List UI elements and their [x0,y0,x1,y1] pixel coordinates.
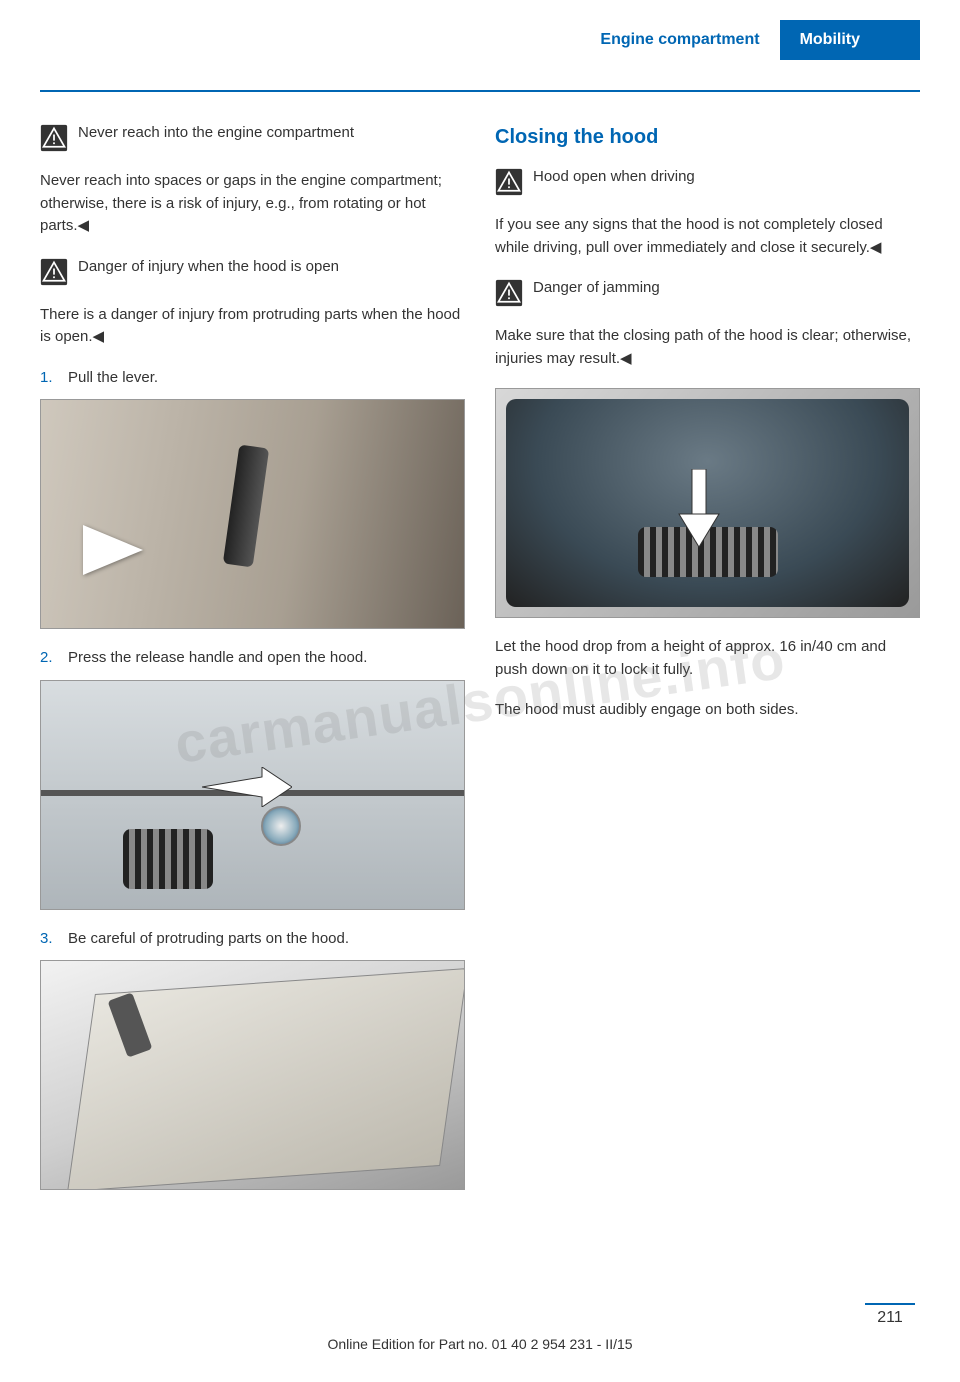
page-header: Engine compartment Mobility [40,20,920,60]
content-area: Never reach into the engine compart­ment… [0,92,960,1208]
step-3: 3. Be careful of protruding parts on the… [40,928,465,951]
warning-title: Danger of jamming [495,277,920,300]
footer-line: Online Edition for Part no. 01 40 2 954 … [0,1336,960,1352]
step-number: 2. [40,647,68,670]
warning-title: Danger of injury when the hood is open [40,256,465,279]
warning-icon [495,168,523,196]
step-number: 1. [40,367,68,390]
arrow-down-icon [674,469,724,554]
page-number: 211 [865,1303,915,1327]
closing-hood-heading: Closing the hood [495,122,920,152]
header-section-name: Engine compartment [580,20,779,60]
warning-icon [495,279,523,307]
right-column: Closing the hood Hood open when driving … [495,122,920,1208]
warning-body: There is a danger of injury from protrud… [40,304,465,349]
figure-close-hood [495,388,920,618]
step-text: Pull the lever. [68,367,465,390]
warning-hood-driving: Hood open when driving [495,166,920,196]
warning-icon [40,258,68,286]
warning-hood-open: Danger of injury when the hood is open [40,256,465,286]
step-text: Press the release handle and open the ho… [68,647,465,670]
warning-title: Never reach into the engine compart­ment [40,122,465,145]
warning-jamming: Danger of jamming [495,277,920,307]
step-1: 1. Pull the lever. [40,367,465,390]
warning-body: Never reach into spaces or gaps in the e… [40,170,465,238]
figure-release-handle [40,680,465,910]
left-column: Never reach into the engine compart­ment… [40,122,465,1208]
header-chapter-name: Mobility [780,20,920,60]
closing-paragraph-1: Let the hood drop from a height of appro… [495,636,920,681]
warning-title: Hood open when driving [495,166,920,189]
figure-protruding-parts [40,960,465,1190]
figure-pull-lever [40,399,465,629]
closing-paragraph-2: The hood must audibly engage on both sid… [495,699,920,722]
warning-body: If you see any signs that the hood is no… [495,214,920,259]
warning-body: Make sure that the closing path of the h… [495,325,920,370]
step-2: 2. Press the release handle and open the… [40,647,465,670]
warning-never-reach: Never reach into the engine compart­ment [40,122,465,152]
warning-icon [40,124,68,152]
step-text: Be careful of protruding parts on the ho… [68,928,465,951]
step-number: 3. [40,928,68,951]
